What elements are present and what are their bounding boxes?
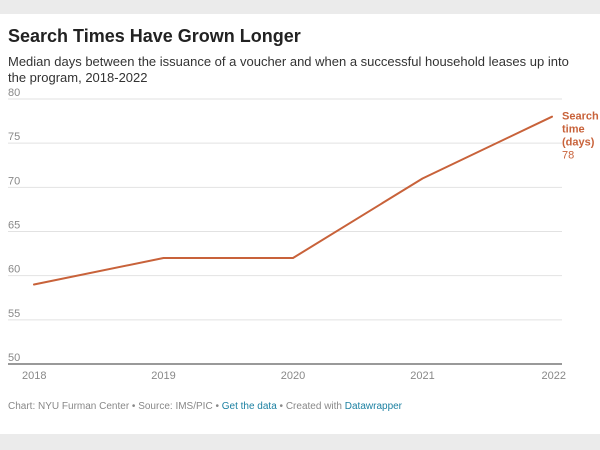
series-line — [33, 115, 553, 286]
x-tick-label: 2022 — [542, 370, 566, 382]
y-tick-label: 80 — [8, 87, 20, 99]
y-tick-label: 65 — [8, 220, 20, 232]
line-chart: 50 55 60 65 70 75 80 2018 2019 2020 2021 2022 Sear… — [8, 87, 599, 382]
chart-card: Search Times Have Grown Longer Median da… — [0, 14, 600, 434]
chart-footer: Chart: NYU Furman Center • Source: IMS/P… — [8, 401, 402, 412]
y-axis-ticks: 50 55 60 65 70 75 80 — [8, 87, 20, 364]
end-label-line3: (days) — [562, 137, 595, 149]
x-tick-label: 2020 — [281, 370, 305, 382]
get-the-data-link[interactable]: Get the data — [221, 401, 277, 412]
footer-created: • Created with — [276, 401, 345, 412]
y-tick-label: 75 — [8, 131, 20, 143]
y-tick-label: 60 — [8, 264, 20, 276]
chart-title: Search Times Have Grown Longer — [8, 26, 301, 46]
end-label-line2: time — [562, 124, 585, 136]
x-tick-label: 2018 — [22, 370, 46, 382]
end-label-line1: Search — [562, 111, 599, 123]
chart-subtitle: Median days between the issuance of a vo… — [8, 54, 569, 85]
gridlines — [8, 98, 562, 321]
datawrapper-link[interactable]: Datawrapper — [344, 401, 403, 412]
end-label-group: Search time (days) 78 — [562, 111, 599, 162]
y-tick-label: 50 — [8, 352, 20, 364]
x-tick-label: 2021 — [410, 370, 434, 382]
footer-credit: Chart: NYU Furman Center • Source: IMS/P… — [8, 401, 222, 412]
x-tick-label: 2019 — [151, 370, 175, 382]
end-label-value: 78 — [562, 150, 574, 162]
series-layer — [33, 115, 553, 286]
y-tick-label: 55 — [8, 308, 20, 320]
x-axis-ticks: 2018 2019 2020 2021 2022 — [22, 370, 566, 382]
y-tick-label: 70 — [8, 175, 20, 187]
